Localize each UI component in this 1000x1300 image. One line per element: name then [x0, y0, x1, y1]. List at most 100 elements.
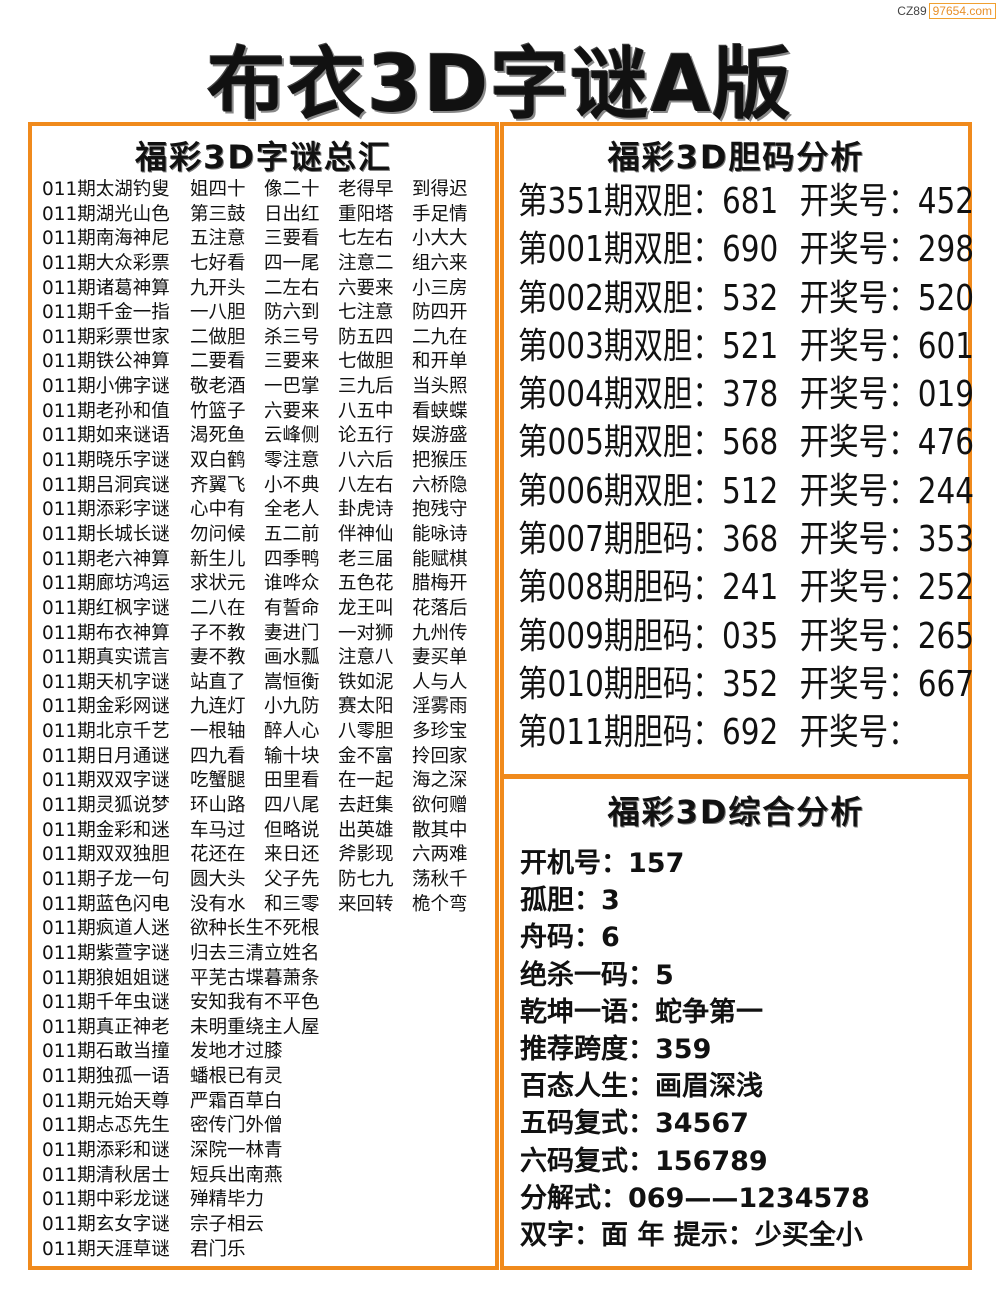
riddle-source: 011期元始天尊 — [42, 1090, 170, 1112]
analysis-item: 乾坤一语：蛇争第一 — [520, 996, 763, 1028]
danma-pick: 第001期双胆：690 — [518, 229, 779, 271]
riddle-source: 011期玄女字谜 — [42, 1213, 170, 1235]
riddle-summary-heading: 福彩3D字谜总汇 — [135, 138, 392, 176]
riddle-source: 011期南海神尼 — [42, 228, 170, 250]
riddle-source: 011期双双字谜 — [42, 770, 170, 792]
riddle-source: 011期忐忑先生 — [42, 1115, 170, 1137]
riddle-row: 011期元始天尊 严霜百草白 — [42, 1090, 486, 1115]
riddle-row: 011期独孤一语 蟠根已有灵 — [42, 1065, 486, 1090]
danma-pick: 第009期胆码：035 — [518, 615, 779, 657]
riddle-clue: 严霜百草白 — [190, 1090, 283, 1112]
riddle-clue: 赛太阳 — [338, 696, 394, 718]
riddle-source: 011期灵狐说梦 — [42, 795, 170, 817]
riddle-clue: 花还在 — [190, 844, 246, 866]
danma-panel: 福彩3D胆码分析 第351期双胆：681 开奖号：452 第001期双胆：690 开奖… — [500, 122, 974, 778]
riddle-row: 011期金彩和迷 车马过 但略说 出英雄 散其中 — [42, 819, 486, 844]
riddle-clue: 五色花 — [338, 573, 394, 595]
riddle-source: 011期布衣神算 — [42, 622, 170, 644]
riddle-clue: 来日还 — [264, 844, 320, 866]
analysis-item: 绝杀一码：5 — [520, 959, 674, 991]
riddle-row: 011期太湖钓叟 姐四十 像二十 老得早 到得迟 — [42, 178, 486, 203]
riddle-clue: 车马过 — [190, 819, 246, 841]
danma-pick: 第003期双胆：521 — [518, 325, 779, 367]
riddle-clue: 去赶集 — [338, 795, 394, 817]
riddle-row: 011期真实谎言 妻不教 画水瓢 注意八 妻买单 — [42, 646, 486, 671]
riddle-clue: 到得迟 — [412, 179, 468, 200]
riddle-clue: 二左右 — [264, 277, 320, 299]
draw-result: 开奖号：244 — [799, 470, 975, 512]
riddle-row: 011期千年虫谜 安知我有不平色 — [42, 991, 486, 1016]
riddle-source: 011期老孙和值 — [42, 400, 170, 422]
riddle-source: 011期子龙一句 — [42, 868, 170, 890]
riddle-row: 011期如来谜语 渴死鱼 云峰侧 论五行 娱游盛 — [42, 424, 486, 449]
riddle-clue: 谁哗众 — [264, 573, 320, 595]
danma-list: 第351期双胆：681 开奖号：452 第001期双胆：690 开奖号：298 第002… — [518, 178, 1000, 758]
riddle-clue: 像二十 — [264, 179, 320, 200]
riddle-row: 011期金彩网谜 九连灯 小九防 赛太阳 淫雾雨 — [42, 695, 486, 720]
riddle-clue: 嵩恒衡 — [264, 671, 320, 693]
riddle-clue: 六两难 — [412, 844, 468, 866]
riddle-clue: 六桥隐 — [412, 474, 468, 496]
riddle-source: 011期诸葛神算 — [42, 277, 170, 299]
riddle-clue: 环山路 — [190, 795, 246, 817]
riddle-row: 011期铁公神算 二要看 三要来 七做胆 和开单 — [42, 350, 486, 375]
analysis-item: 五码复式：34567 — [520, 1108, 749, 1140]
riddle-clue: 四季鸭 — [264, 548, 320, 570]
riddle-source: 011期太湖钓叟 — [42, 179, 170, 200]
riddle-clue: 求状元 — [190, 573, 246, 595]
riddle-clue: 一对狮 — [338, 622, 394, 644]
watermark-site[interactable]: 97654.com — [928, 3, 996, 19]
riddle-row: 011期北京千艺 一根轴 醉人心 八零胆 多珍宝 — [42, 720, 486, 745]
riddle-clue: 防四开 — [412, 302, 468, 324]
riddle-clue: 欲何赠 — [412, 795, 468, 817]
riddle-clue: 深院一林青 — [190, 1139, 283, 1161]
riddle-clue: 四一尾 — [264, 252, 320, 274]
riddle-row: 011期天机字谜 站直了 嵩恒衡 铁如泥 人与人 — [42, 671, 486, 696]
riddle-clue: 手足情 — [412, 203, 468, 225]
riddle-clue: 未明重绕主人屋 — [190, 1016, 320, 1038]
riddle-clue: 一八胆 — [190, 302, 246, 324]
riddle-clue: 拎回家 — [412, 745, 468, 767]
riddle-clue: 小大大 — [412, 228, 468, 250]
riddle-clue: 卦虎诗 — [338, 499, 394, 521]
analysis-item: 六码复式：156789 — [520, 1145, 768, 1177]
riddle-clue: 发地才过膝 — [190, 1041, 283, 1063]
riddle-clue: 老三届 — [338, 548, 394, 570]
riddle-clue: 渴死鱼 — [190, 425, 246, 447]
draw-result: 开奖号：265 — [799, 615, 975, 657]
riddle-source: 011期大众彩票 — [42, 252, 170, 274]
riddle-row: 011期彩票世家 二做胆 杀三号 防五四 二九在 — [42, 326, 486, 351]
riddle-clue: 新生儿 — [190, 548, 246, 570]
riddle-clue: 归去三清立姓名 — [190, 942, 320, 964]
riddle-clue: 铁如泥 — [338, 671, 394, 693]
danma-row: 第351期双胆：681 开奖号：452 — [518, 178, 974, 226]
riddle-row: 011期天涯草谜 君门乐 — [42, 1238, 486, 1263]
riddle-row: 011期南海神尼 五注意 三要看 七左右 小大大 — [42, 227, 486, 252]
danma-row: 第010期胆码：352 开奖号：667 — [518, 661, 974, 709]
analysis-item: 孤胆：3 — [520, 885, 620, 917]
riddle-row: 011期双双独胆 花还在 来日还 斧影现 六两难 — [42, 843, 486, 868]
riddle-clue: 田里看 — [264, 770, 320, 792]
riddle-clue: 姐四十 — [190, 179, 246, 200]
riddle-clue: 当头照 — [412, 376, 468, 398]
riddle-clue: 全老人 — [264, 499, 320, 521]
riddle-clue: 心中有 — [190, 499, 246, 521]
riddle-clue: 杀三号 — [264, 326, 320, 348]
riddle-clue: 一根轴 — [190, 721, 246, 743]
analysis-list: 开机号：157 孤胆：3 舟码：6 绝杀一码：5 乾坤一语：蛇争第一 推荐跨度：359 百态… — [520, 845, 870, 1254]
riddle-clue: 但略说 — [264, 819, 320, 841]
riddle-source: 011期铁公神算 — [42, 351, 170, 373]
riddle-clue: 防七九 — [338, 868, 394, 890]
riddle-clue: 重阳塔 — [338, 203, 394, 225]
danma-row: 第011期胆码：692 开奖号： — [518, 709, 974, 757]
riddle-clue: 平芜古堞暮萧条 — [190, 967, 320, 989]
riddle-source: 011期金彩网谜 — [42, 696, 170, 718]
danma-row: 第009期胆码：035 开奖号：265 — [518, 613, 974, 661]
danma-pick: 第005期双胆：568 — [518, 422, 779, 464]
riddle-row: 011期湖光山色 第三鼓 日出红 重阳塔 手足情 — [42, 203, 486, 228]
analysis-item: 推荐跨度：359 — [520, 1033, 712, 1065]
riddle-row: 011期紫萱字谜 归去三清立姓名 — [42, 942, 486, 967]
draw-result: 开奖号：298 — [799, 229, 975, 271]
draw-result: 开奖号：601 — [799, 325, 975, 367]
riddle-source: 011期添彩和谜 — [42, 1139, 170, 1161]
